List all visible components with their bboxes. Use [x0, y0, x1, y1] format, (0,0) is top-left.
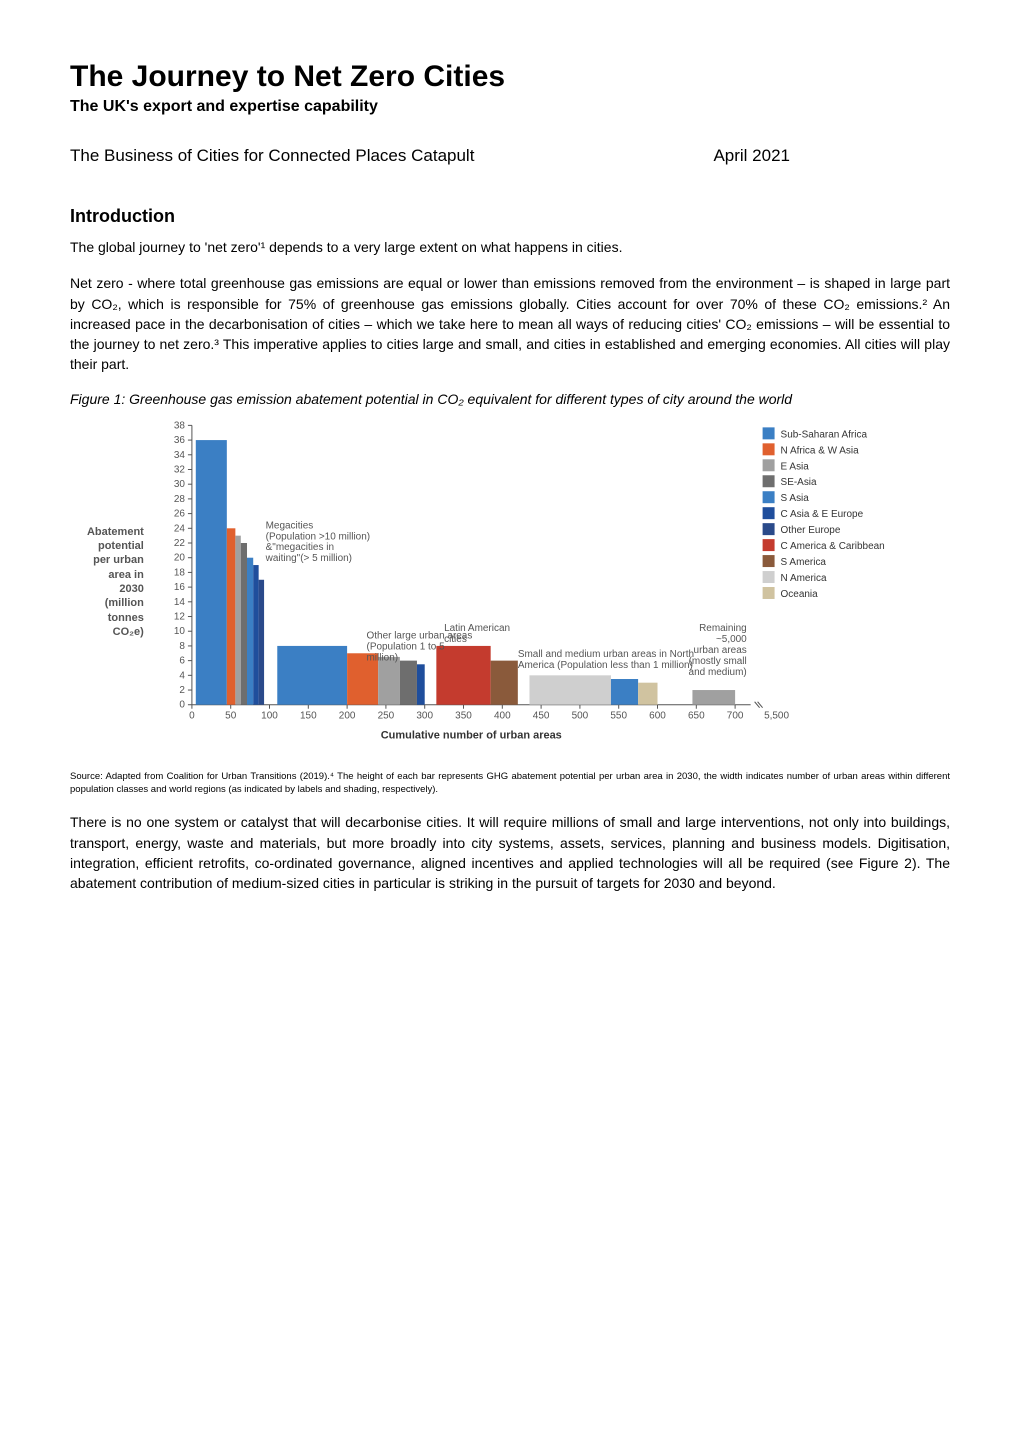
svg-text:(mostly small: (mostly small	[688, 656, 746, 667]
svg-text:urban areas: urban areas	[693, 645, 746, 656]
svg-text:Megacities: Megacities	[265, 520, 313, 531]
svg-text:12: 12	[174, 611, 186, 622]
intro-paragraph-2: Net zero - where total greenhouse gas em…	[70, 273, 950, 374]
svg-text:C Asia & E Europe: C Asia & E Europe	[780, 509, 863, 520]
svg-text:0: 0	[189, 710, 195, 721]
svg-text:S America: S America	[780, 557, 826, 568]
svg-text:and medium): and medium)	[688, 667, 746, 678]
svg-text:650: 650	[688, 710, 705, 721]
figure-1-chart: Abatementpotentialper urbanarea in2030(m…	[70, 415, 950, 765]
svg-text:4: 4	[179, 670, 185, 681]
svg-text:Sub-Saharan Africa: Sub-Saharan Africa	[780, 429, 867, 440]
svg-text:8: 8	[179, 641, 185, 652]
chart-svg: 0246810121416182022242628303234363805010…	[152, 415, 950, 765]
svg-text:million): million)	[366, 652, 398, 663]
svg-text:~5,000: ~5,000	[716, 634, 747, 645]
figure-1-caption: Figure 1: Greenhouse gas emission abatem…	[70, 391, 950, 407]
svg-text:14: 14	[174, 597, 186, 608]
svg-text:24: 24	[174, 523, 186, 534]
svg-text:&"megacities in: &"megacities in	[265, 542, 333, 553]
svg-text:Oceania: Oceania	[780, 589, 818, 600]
date-line: April 2021	[713, 146, 790, 166]
svg-text:S Asia: S Asia	[780, 493, 809, 504]
svg-text:32: 32	[174, 464, 186, 475]
svg-text:0: 0	[179, 700, 185, 711]
svg-text:700: 700	[727, 710, 744, 721]
svg-text:450: 450	[533, 710, 550, 721]
svg-text:350: 350	[455, 710, 472, 721]
svg-text:6: 6	[179, 655, 185, 666]
svg-text:Remaining: Remaining	[699, 623, 747, 634]
svg-text:Small and medium urban areas i: Small and medium urban areas in North	[518, 649, 694, 660]
svg-text:(Population 1 to 5: (Population 1 to 5	[366, 641, 445, 652]
svg-text:600: 600	[649, 710, 666, 721]
svg-text:500: 500	[571, 710, 588, 721]
intro-paragraph-1: The global journey to 'net zero'¹ depend…	[70, 237, 950, 257]
svg-text:10: 10	[174, 626, 186, 637]
svg-text:300: 300	[416, 710, 433, 721]
document-title: The Journey to Net Zero Cities	[70, 60, 950, 94]
author-line: The Business of Cities for Connected Pla…	[70, 146, 474, 166]
svg-text:550: 550	[610, 710, 627, 721]
svg-text:16: 16	[174, 582, 186, 593]
chart-yaxis-label: Abatementpotentialper urbanarea in2030(m…	[70, 415, 144, 639]
closing-paragraph: There is no one system or catalyst that …	[70, 812, 950, 893]
section-heading-introduction: Introduction	[70, 206, 950, 227]
svg-text:C America & Caribbean: C America & Caribbean	[780, 541, 884, 552]
svg-text:38: 38	[174, 420, 186, 431]
svg-text:28: 28	[174, 494, 186, 505]
svg-text:E Asia: E Asia	[780, 461, 809, 472]
svg-text:America (Population less than: America (Population less than 1 million)	[518, 660, 693, 671]
svg-text:N Africa & W Asia: N Africa & W Asia	[780, 445, 859, 456]
svg-text:200: 200	[339, 710, 356, 721]
svg-text:400: 400	[494, 710, 511, 721]
svg-text:5,500: 5,500	[764, 710, 789, 721]
svg-text:250: 250	[377, 710, 394, 721]
svg-text:Cumulative number of urban are: Cumulative number of urban areas	[381, 729, 562, 741]
svg-text:cities: cities	[444, 634, 467, 645]
svg-text:Latin American: Latin American	[444, 623, 510, 634]
svg-text:36: 36	[174, 435, 186, 446]
svg-text:100: 100	[261, 710, 278, 721]
svg-text:30: 30	[174, 479, 186, 490]
svg-text:22: 22	[174, 538, 186, 549]
svg-text:26: 26	[174, 508, 186, 519]
svg-text:(Population >10 million): (Population >10 million)	[265, 531, 369, 542]
svg-text:waiting"(> 5 million): waiting"(> 5 million)	[264, 553, 351, 564]
svg-text:Other Europe: Other Europe	[780, 525, 840, 536]
svg-text:150: 150	[300, 710, 317, 721]
svg-text:20: 20	[174, 552, 186, 563]
svg-text:N America: N America	[780, 573, 826, 584]
svg-text:34: 34	[174, 450, 186, 461]
svg-text:2: 2	[179, 685, 185, 696]
svg-text:50: 50	[225, 710, 237, 721]
svg-text:18: 18	[174, 567, 186, 578]
document-subtitle: The UK's export and expertise capability	[70, 98, 950, 116]
document-metaline: The Business of Cities for Connected Pla…	[70, 146, 790, 166]
figure-1-source-note: Source: Adapted from Coalition for Urban…	[70, 771, 950, 797]
svg-text:SE-Asia: SE-Asia	[780, 477, 816, 488]
